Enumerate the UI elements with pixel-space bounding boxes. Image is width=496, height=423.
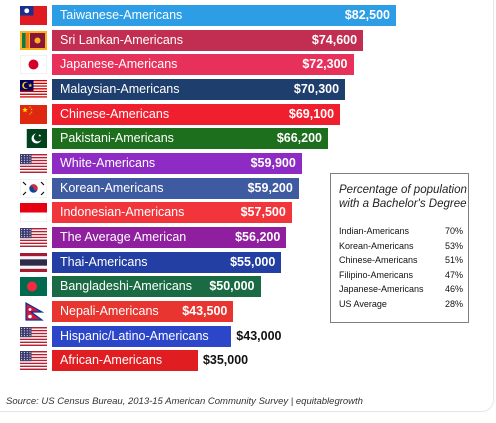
bar-0: Taiwanese-Americans $82,500 bbox=[52, 5, 396, 26]
table-row-label: Japanese-Americans bbox=[339, 284, 424, 295]
table-row-label: US Average bbox=[339, 299, 387, 309]
south-korea-flag-icon bbox=[20, 178, 47, 198]
bar-value-label: $66,200 bbox=[276, 131, 322, 146]
usa-flag-icon bbox=[20, 227, 47, 247]
bar-category-label: Malaysian-Americans bbox=[60, 81, 180, 96]
bar-value-label: $35,000 bbox=[202, 353, 249, 368]
chart-card: Taiwanese-Americans $82,500 Sri Lankan-Ame… bbox=[0, 0, 494, 412]
bar-value-label: $43,000 bbox=[236, 328, 282, 343]
bar-category-label: Nepali-Americans bbox=[60, 303, 159, 318]
bar-category-label: Bangladeshi-Americans bbox=[60, 279, 193, 294]
table-row: Japanese-Americans 46% bbox=[339, 284, 463, 295]
malaysia-flag-icon bbox=[20, 79, 47, 99]
bar-category-label: Japanese-Americans bbox=[60, 57, 178, 72]
table-row-value: 51% bbox=[444, 255, 463, 266]
bar-5: Pakistani-Americans $66,200 bbox=[52, 128, 328, 150]
bar-3: Malaysian-Americans $70,300 bbox=[52, 78, 346, 100]
bar-4: Chinese-Americans $69,100 bbox=[52, 103, 341, 125]
china-flag-icon bbox=[20, 104, 47, 124]
bar-category-label: Korean-Americans bbox=[60, 180, 164, 195]
table-row-value: 47% bbox=[444, 269, 463, 280]
pakistan-flag-icon bbox=[20, 129, 47, 149]
bar-value-label: $59,200 bbox=[247, 180, 293, 195]
bar-category-label: African-Americans bbox=[60, 353, 163, 368]
bar-7: Korean-Americans $59,200 bbox=[52, 177, 299, 199]
bar-category-label: Chinese-Americans bbox=[60, 106, 170, 121]
bar-12: Nepali-Americans $43,500 bbox=[52, 300, 234, 322]
bar-value-label: $56,200 bbox=[235, 229, 281, 244]
table-row: Korean-Americans 53% bbox=[339, 241, 463, 252]
table-row-label: Indian-Americans bbox=[339, 226, 410, 236]
bar-category-label: Thai-Americans bbox=[60, 254, 148, 269]
table-row-value: 46% bbox=[444, 284, 463, 295]
bar-2: Japanese-Americans $72,300 bbox=[52, 54, 354, 76]
table-row-value: 53% bbox=[444, 240, 463, 251]
bar-category-label: The Average American bbox=[60, 229, 187, 244]
table-row: Filipino-Americans 47% bbox=[339, 270, 463, 281]
nepal-flag-icon bbox=[20, 301, 47, 321]
bar-value-label: $70,300 bbox=[293, 81, 340, 96]
bar-category-label: Taiwanese-Americans bbox=[60, 8, 183, 22]
bar-value-label: $72,300 bbox=[302, 57, 348, 72]
bar-13: Hispanic/Latino-Americans $43,000 bbox=[52, 325, 281, 347]
thailand-flag-icon bbox=[20, 252, 47, 272]
indonesia-flag-icon bbox=[20, 203, 47, 223]
bar-6: White-Americans $59,900 bbox=[52, 152, 302, 174]
bar-category-label: Pakistani-Americans bbox=[60, 131, 174, 146]
usa-flag-icon bbox=[20, 326, 47, 346]
source-note: Source: US Census Bureau, 2013-15 Americ… bbox=[6, 396, 363, 407]
bar-category-label: White-Americans bbox=[60, 155, 156, 170]
bar-category-label: Hispanic/Latino-Americans bbox=[60, 328, 209, 343]
table-row-label: Korean-Americans bbox=[339, 240, 414, 251]
taiwan-flag-icon bbox=[20, 6, 47, 25]
bar-category-label: Sri Lankan-Americans bbox=[60, 32, 183, 47]
japan-flag-icon bbox=[20, 55, 47, 75]
table-row-value: 28% bbox=[444, 299, 463, 309]
bar-8: Indonesian-Americans $57,500 bbox=[52, 202, 292, 224]
table-row-label: Chinese-Americans bbox=[339, 255, 418, 266]
table-title: Percentage of population with a Bachelor… bbox=[339, 184, 467, 210]
bar-value-label: $50,000 bbox=[209, 279, 255, 294]
bar-1: Sri Lankan-Americans $74,600 bbox=[52, 29, 364, 51]
usa-flag-icon bbox=[20, 153, 47, 173]
table-row: US Average 28% bbox=[339, 299, 463, 310]
bar-11: Bangladeshi-Americans $50,000 bbox=[52, 276, 261, 298]
table-row-value: 70% bbox=[444, 226, 463, 236]
bachelors-degree-table: Percentage of population with a Bachelor… bbox=[330, 173, 469, 323]
bar-14: African-Americans $35,000 bbox=[52, 350, 248, 372]
table-row: Indian-Americans 70% bbox=[339, 226, 463, 237]
table-row-label: Filipino-Americans bbox=[339, 269, 414, 280]
bar-value-label: $43,500 bbox=[182, 303, 228, 318]
table-row: Chinese-Americans 51% bbox=[339, 255, 463, 266]
bar-value-label: $69,100 bbox=[288, 106, 335, 121]
bar-value-label: $57,500 bbox=[240, 205, 286, 220]
bar-10: Thai-Americans $55,000 bbox=[52, 251, 282, 273]
bangladesh-flag-icon bbox=[20, 277, 47, 297]
bar-value-label: $74,600 bbox=[311, 32, 358, 47]
bar-value-label: $59,900 bbox=[250, 155, 296, 170]
sri-lanka-flag-icon bbox=[20, 30, 47, 50]
bar-9: The Average American $56,200 bbox=[52, 226, 287, 248]
usa-flag-icon bbox=[20, 351, 47, 371]
bar-value-label: $55,000 bbox=[230, 254, 276, 269]
bar-value-label: $82,500 bbox=[344, 8, 390, 22]
bar-category-label: Indonesian-Americans bbox=[60, 205, 185, 220]
